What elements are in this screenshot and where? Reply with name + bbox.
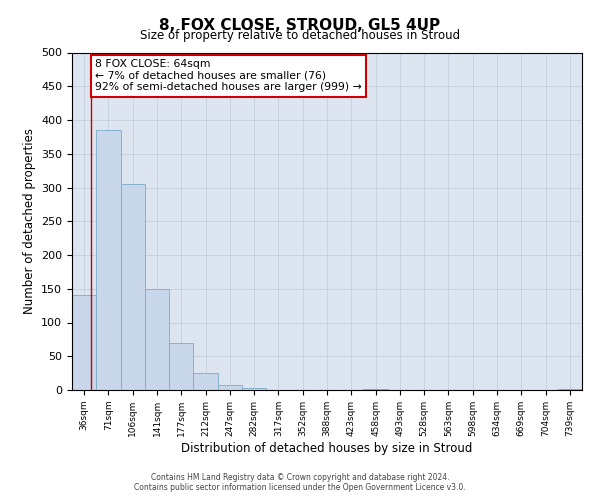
Bar xyxy=(169,343,193,390)
Text: Contains HM Land Registry data © Crown copyright and database right 2024.
Contai: Contains HM Land Registry data © Crown c… xyxy=(134,473,466,492)
Bar xyxy=(121,184,145,390)
Bar xyxy=(145,289,169,390)
Text: 8, FOX CLOSE, STROUD, GL5 4UP: 8, FOX CLOSE, STROUD, GL5 4UP xyxy=(160,18,440,32)
Bar xyxy=(96,130,121,390)
Y-axis label: Number of detached properties: Number of detached properties xyxy=(23,128,35,314)
Bar xyxy=(218,384,242,390)
Bar xyxy=(364,388,388,390)
Text: 8 FOX CLOSE: 64sqm
← 7% of detached houses are smaller (76)
92% of semi-detached: 8 FOX CLOSE: 64sqm ← 7% of detached hous… xyxy=(95,59,362,92)
Text: Size of property relative to detached houses in Stroud: Size of property relative to detached ho… xyxy=(140,29,460,42)
Bar xyxy=(72,295,96,390)
Bar xyxy=(558,388,582,390)
Bar xyxy=(242,388,266,390)
X-axis label: Distribution of detached houses by size in Stroud: Distribution of detached houses by size … xyxy=(181,442,473,454)
Bar xyxy=(193,373,218,390)
